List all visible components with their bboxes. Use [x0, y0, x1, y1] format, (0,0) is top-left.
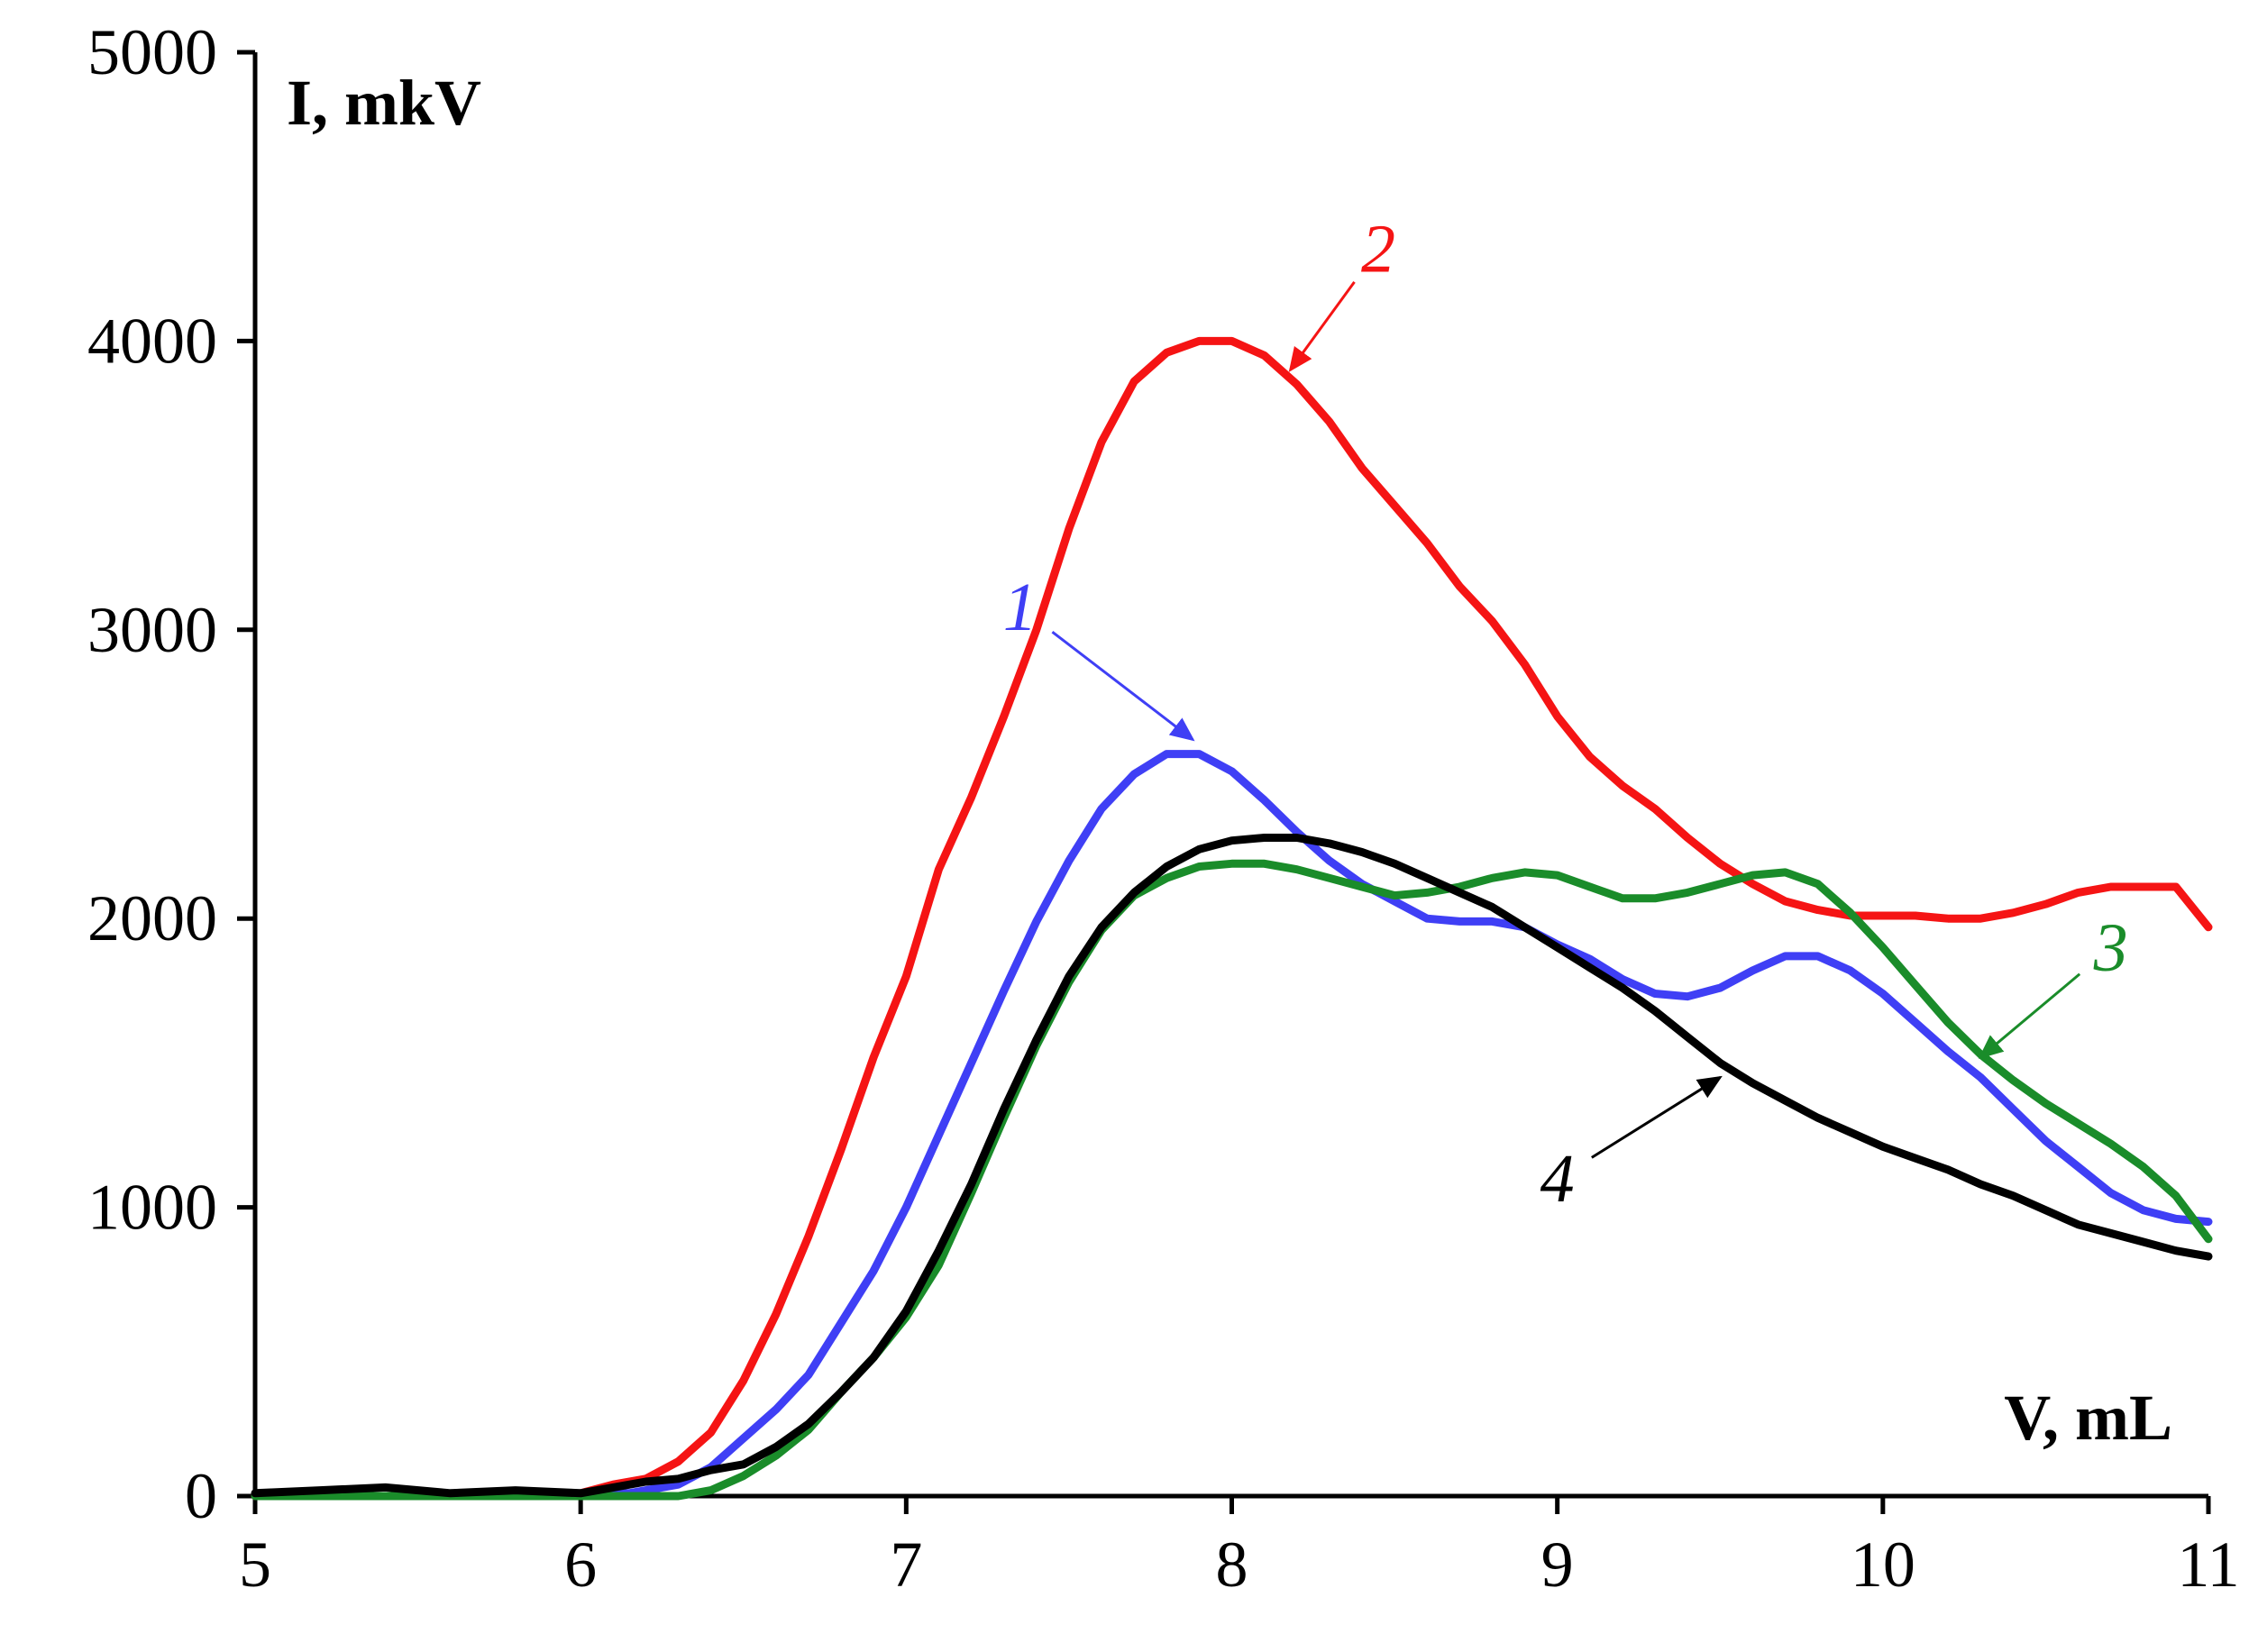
x-tick-label: 9: [1541, 1529, 1574, 1601]
series-1-arrow: [1051, 630, 1195, 742]
x-tick-label: 5: [239, 1529, 271, 1601]
series-1-line: [251, 750, 2213, 1501]
series-4-line: [251, 834, 2213, 1498]
series-2-label: 2: [1361, 212, 1395, 288]
x-tick-label: 6: [564, 1529, 597, 1601]
x-tick-label: 11: [2177, 1529, 2239, 1601]
series-4-label: 4: [1540, 1141, 1575, 1217]
series-4-arrow: [1591, 1075, 1723, 1159]
y-tick-label: 5000: [87, 16, 217, 88]
x-tick-label: 10: [1851, 1529, 1915, 1601]
y-tick-label: 1000: [87, 1172, 217, 1244]
annotation-layer: 1 2 3 4: [1003, 212, 2128, 1218]
series-layer: [251, 336, 2213, 1501]
series-1-label: 1: [1003, 570, 1038, 645]
series-2-arrow: [1288, 281, 1356, 372]
y-tick-label: 0: [185, 1460, 217, 1532]
y-tick-label: 4000: [87, 305, 217, 377]
series-3-label: 3: [2093, 910, 2128, 986]
series-3-line: [251, 859, 2213, 1501]
x-tick-label: 7: [890, 1529, 922, 1601]
axes: 0 1000 2000 3000 4000 5000 5 6 7 8 9 10 11: [87, 16, 2240, 1601]
y-tick-label: 2000: [87, 882, 217, 954]
x-tick-label: 8: [1216, 1529, 1248, 1601]
y-axis-title: I, mkV: [287, 67, 481, 139]
y-tick-label: 3000: [87, 594, 217, 666]
x-axis-title: V, mL: [2004, 1382, 2172, 1454]
series-2-line: [251, 336, 2213, 1501]
series-3-arrow: [1978, 972, 2081, 1059]
